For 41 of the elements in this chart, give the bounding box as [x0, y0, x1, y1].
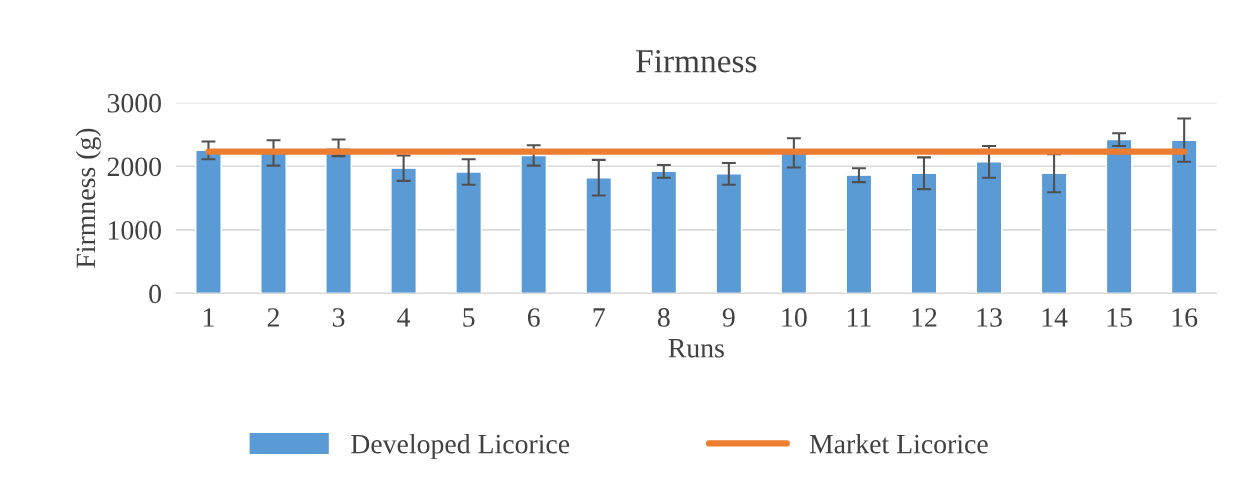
- legend-label: Developed Licorice: [351, 433, 570, 460]
- bar: [650, 170, 678, 294]
- chart-title: Firmness: [636, 50, 757, 73]
- x-tick-label: 13: [977, 308, 1002, 327]
- bar: [975, 161, 1003, 294]
- bar: [780, 152, 808, 294]
- x-tick-label: 11: [848, 308, 871, 327]
- x-tick-label: 7: [593, 308, 605, 327]
- y-tick-label: 0: [149, 284, 161, 304]
- bar: [260, 152, 287, 294]
- x-tick-label: 6: [527, 308, 540, 327]
- x-tick-label: 4: [397, 308, 411, 327]
- bar: [585, 177, 613, 294]
- legend-label: Market Licorice: [809, 433, 988, 454]
- y-tick-label: 3000: [107, 93, 161, 113]
- x-tick-label: 14: [1042, 308, 1068, 327]
- bar: [1105, 138, 1133, 294]
- x-tick-label: 2: [267, 308, 279, 327]
- x-tick-label: 1: [203, 308, 214, 327]
- x-tick-label: 10: [782, 308, 807, 327]
- y-axis-title: Firmness (g): [75, 128, 101, 268]
- x-tick-label: 12: [912, 308, 937, 327]
- bar: [845, 174, 873, 294]
- bar: [195, 149, 222, 294]
- bar: [910, 172, 938, 294]
- bar: [390, 167, 417, 294]
- bar: [520, 154, 548, 294]
- bar: [455, 171, 483, 294]
- bar: [325, 147, 352, 294]
- x-tick-label: 3: [332, 308, 345, 327]
- x-tick-label: 15: [1107, 308, 1132, 327]
- y-tick-label: 1000: [108, 221, 161, 240]
- x-tick-label: 8: [657, 308, 670, 327]
- x-tick-label: 9: [722, 308, 735, 327]
- x-tick-label: 5: [463, 308, 475, 327]
- x-axis-title: Runs: [668, 339, 724, 358]
- bar: [1170, 139, 1198, 294]
- x-tick-label: 16: [1172, 308, 1198, 327]
- bar: [715, 173, 743, 294]
- bar: [1040, 172, 1068, 294]
- y-tick-label: 2000: [107, 157, 161, 177]
